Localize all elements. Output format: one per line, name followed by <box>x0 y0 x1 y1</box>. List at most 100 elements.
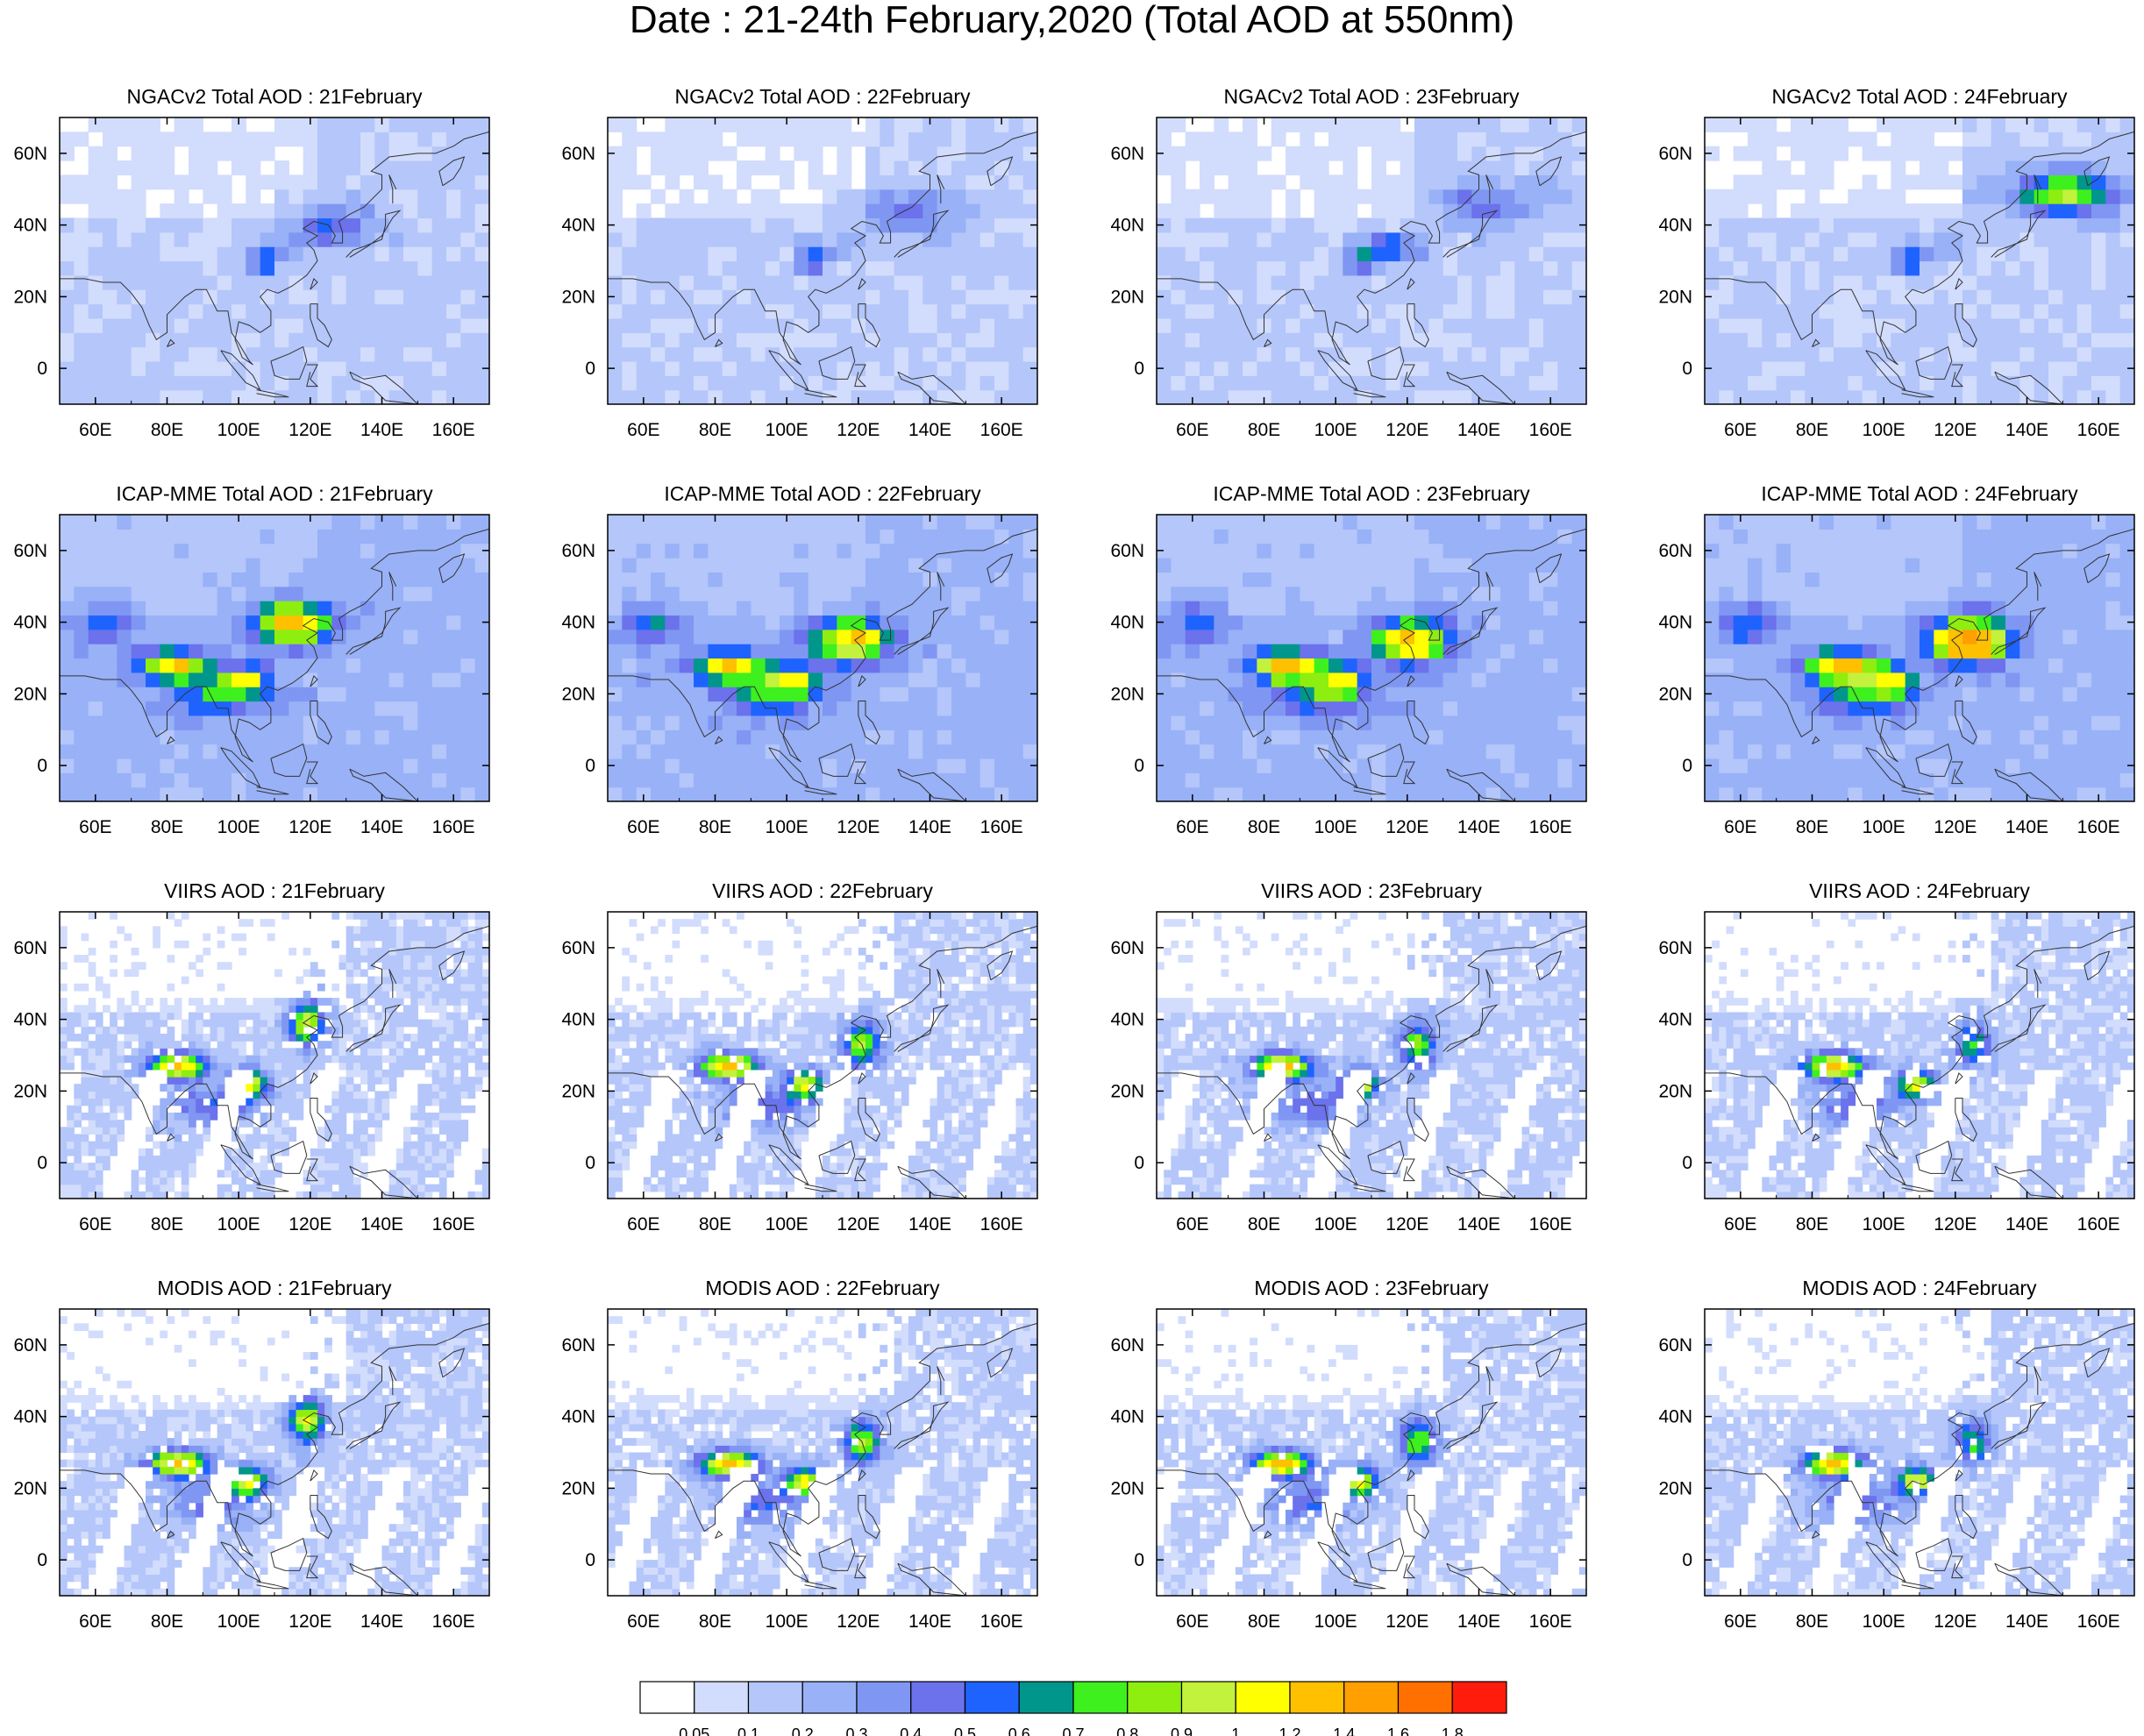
colorbar-label: 1.2 <box>1279 1725 1300 1736</box>
lon-tick-label: 100E <box>1863 817 1905 837</box>
lon-tick-label: 60E <box>627 1214 659 1234</box>
lat-tick-label: 20N <box>13 684 47 704</box>
lat-tick-label: 40N <box>1110 1010 1144 1030</box>
figure-title: Date : 21-24th February,2020 (Total AOD … <box>629 0 1515 41</box>
map-panel-icap-mme-3: ICAP-MME Total AOD : 23February 60E 80E 100… <box>1110 482 1587 837</box>
lon-tick-label: 60E <box>1724 420 1756 440</box>
colorbar-swatch <box>1180 1681 1236 1714</box>
lat-tick-label: 0 <box>585 359 595 379</box>
lat-tick-label: 20N <box>13 1478 47 1498</box>
panel-title: VIIRS AOD : 21February <box>164 879 385 902</box>
lat-tick-label: 60N <box>1110 541 1144 561</box>
colorbar-swatch <box>1343 1681 1400 1714</box>
lon-tick-label: 60E <box>79 817 111 837</box>
lat-tick-label: 20N <box>13 287 47 307</box>
lat-tick-label: 40N <box>561 216 595 236</box>
lon-tick-label: 80E <box>151 1611 183 1632</box>
lon-tick-label: 80E <box>1248 817 1280 837</box>
lat-tick-label: 60N <box>13 144 47 164</box>
lon-tick-label: 120E <box>1385 1611 1428 1632</box>
lon-tick-label: 140E <box>2005 1611 2048 1632</box>
lon-tick-label: 60E <box>1724 1214 1756 1234</box>
map-panel-modis-3: MODIS AOD : 23February 60E 80E 100E 120E 140E… <box>1110 1277 1587 1632</box>
lon-tick-label: 140E <box>1457 817 1500 837</box>
lon-tick-label: 80E <box>1796 817 1828 837</box>
lat-tick-label: 20N <box>561 684 595 704</box>
aod-field <box>60 515 489 801</box>
coastline <box>60 925 489 1199</box>
lon-tick-label: 60E <box>1176 420 1208 440</box>
colorbar-label: 1.8 <box>1442 1725 1464 1736</box>
aod-field <box>608 515 1037 801</box>
map-panel-viirs-3: VIIRS AOD : 23February 60E 80E 100E 120E 140E… <box>1110 879 1587 1234</box>
lat-tick-label: 20N <box>561 1478 595 1498</box>
lat-tick-label: 40N <box>1110 216 1144 236</box>
colorbar-swatch <box>1397 1681 1453 1714</box>
aod-field <box>1705 515 2134 801</box>
lon-tick-label: 120E <box>1934 817 1977 837</box>
coastline <box>1705 1322 2134 1596</box>
lat-tick-label: 20N <box>561 1081 595 1101</box>
coastline <box>60 1322 489 1596</box>
lon-tick-label: 140E <box>2005 817 2048 837</box>
lat-tick-label: 0 <box>1682 1153 1692 1173</box>
panel-title: NGACv2 Total AOD : 22February <box>674 85 971 108</box>
map-panel-modis-4: MODIS AOD : 24February 60E 80E 100E 120E 140E… <box>1658 1277 2135 1632</box>
lon-tick-label: 120E <box>1385 817 1428 837</box>
lon-tick-label: 80E <box>699 420 731 440</box>
lon-tick-label: 100E <box>1314 1611 1357 1632</box>
panel-title: NGACv2 Total AOD : 24February <box>1771 85 2068 108</box>
coastline <box>608 1322 1037 1596</box>
panel-title: MODIS AOD : 23February <box>1254 1277 1489 1299</box>
aod-colorbar: 0.05 0.1 0.2 0.3 0.4 0.5 0.6 0.7 0.8 0.9 1 1.2 1.4 1.… <box>639 1681 1507 1736</box>
lon-tick-label: 80E <box>1248 1611 1280 1632</box>
lon-tick-label: 140E <box>2005 420 2048 440</box>
lat-tick-label: 60N <box>561 144 595 164</box>
lon-tick-label: 60E <box>1724 817 1756 837</box>
lat-tick-label: 40N <box>1658 216 1692 236</box>
colorbar-swatch <box>1235 1681 1291 1714</box>
map-panel-modis-2: MODIS AOD : 22February 60E 80E 100E 120E 140E… <box>561 1277 1038 1632</box>
lat-tick-label: 20N <box>1110 1478 1144 1498</box>
lon-tick-label: 140E <box>1457 1214 1500 1234</box>
panel-title: VIIRS AOD : 23February <box>1261 879 1482 902</box>
map-panel-viirs-4: VIIRS AOD : 24February 60E 80E 100E 120E 140E… <box>1658 879 2135 1234</box>
lat-tick-label: 0 <box>585 756 595 776</box>
lon-tick-label: 140E <box>360 1611 403 1632</box>
aod-field <box>608 912 1037 1199</box>
lat-tick-label: 60N <box>561 541 595 561</box>
lon-tick-label: 60E <box>1176 817 1208 837</box>
lat-tick-label: 20N <box>1658 287 1692 307</box>
lon-tick-label: 120E <box>837 1611 880 1632</box>
lon-tick-label: 160E <box>1529 1214 1572 1234</box>
lon-tick-label: 140E <box>360 817 403 837</box>
aod-field <box>1705 912 2134 1199</box>
lon-tick-label: 140E <box>1457 1611 1500 1632</box>
lon-tick-label: 140E <box>360 1214 403 1234</box>
lon-tick-label: 60E <box>1176 1611 1208 1632</box>
lon-tick-label: 100E <box>217 817 260 837</box>
lon-tick-label: 160E <box>432 1214 475 1234</box>
lon-tick-label: 120E <box>837 817 880 837</box>
colorbar-label: 1.4 <box>1333 1725 1355 1736</box>
lon-tick-label: 120E <box>1934 420 1977 440</box>
lon-tick-label: 160E <box>980 1611 1023 1632</box>
map-panel-icap-mme-4: ICAP-MME Total AOD : 24February 60E 80E 100… <box>1658 482 2135 837</box>
lat-tick-label: 0 <box>1682 1550 1692 1570</box>
lon-tick-label: 80E <box>699 1611 731 1632</box>
lat-tick-label: 60N <box>1110 1335 1144 1355</box>
panel-title: VIIRS AOD : 22February <box>712 879 933 902</box>
lon-tick-label: 100E <box>1863 1611 1905 1632</box>
aod-field <box>60 912 489 1199</box>
lat-tick-label: 60N <box>13 938 47 958</box>
lat-tick-label: 40N <box>561 1407 595 1427</box>
panel-title: MODIS AOD : 21February <box>157 1277 392 1299</box>
aod-field <box>60 1309 489 1596</box>
lon-tick-label: 160E <box>432 1611 475 1632</box>
lon-tick-label: 60E <box>1724 1611 1756 1632</box>
colorbar-label: 0.3 <box>845 1725 867 1736</box>
panel-title: ICAP-MME Total AOD : 23February <box>1213 482 1530 505</box>
lon-tick-label: 100E <box>766 1214 808 1234</box>
map-panel-viirs-1: VIIRS AOD : 21February 60E 80E 100E 120E 140E… <box>13 879 490 1234</box>
